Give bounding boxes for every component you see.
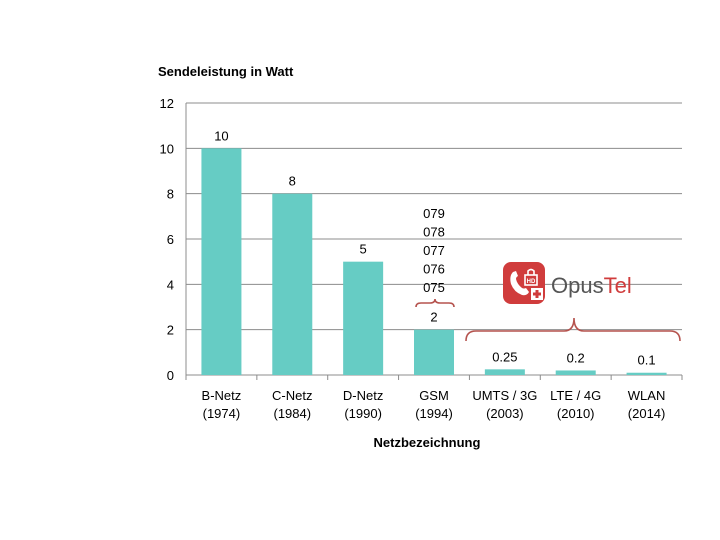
x-tick-label: (1994) xyxy=(415,406,453,421)
y-tick-label: 6 xyxy=(167,232,174,247)
gsm-annotation-number: 078 xyxy=(423,225,445,240)
bar xyxy=(484,369,525,375)
x-tick-label: (1974) xyxy=(203,406,241,421)
lock-shackle-icon xyxy=(527,268,535,275)
x-tick-label: GSM xyxy=(419,388,449,403)
low-power-brace xyxy=(465,317,681,342)
x-tick-label: (2010) xyxy=(557,406,595,421)
chart-title: Sendeleistung in Watt xyxy=(158,64,294,79)
x-axis-ticks: B-Netz (1974) C-Netz (1984) D-Netz (1990) GSM (… xyxy=(185,375,683,421)
gsm-annotation-number: 079 xyxy=(423,206,445,221)
gsm-brace xyxy=(415,298,455,308)
bar xyxy=(343,261,384,375)
logo-name-opus: Opus xyxy=(551,273,604,298)
data-label: 8 xyxy=(289,174,296,189)
x-axis-label: Netzbezeichnung xyxy=(374,435,481,450)
svg-text:OpusTel: OpusTel xyxy=(551,273,632,298)
x-tick-label: (2014) xyxy=(628,406,666,421)
y-tick-label: 0 xyxy=(167,368,174,383)
gsm-annotation-number: 077 xyxy=(423,243,445,258)
y-tick-label: 2 xyxy=(167,323,174,338)
data-label: 10 xyxy=(214,128,228,143)
y-axis-ticks: 0 2 4 6 8 10 12 xyxy=(160,96,174,383)
grid xyxy=(185,102,682,376)
data-label: 5 xyxy=(360,242,367,257)
y-tick-label: 4 xyxy=(167,277,174,292)
data-label: 0.25 xyxy=(492,349,517,364)
x-tick-label: D-Netz xyxy=(343,388,383,403)
bar xyxy=(626,372,667,375)
data-label: 2 xyxy=(430,310,437,325)
bars xyxy=(201,148,667,375)
x-tick-label: WLAN xyxy=(628,388,666,403)
y-tick-label: 12 xyxy=(160,96,174,111)
bar xyxy=(555,370,596,375)
svg-text:HD: HD xyxy=(527,279,536,285)
bar xyxy=(201,148,242,375)
bar xyxy=(272,193,313,375)
x-tick-label: LTE / 4G xyxy=(550,388,601,403)
x-tick-label: B-Netz xyxy=(202,388,242,403)
x-tick-label: (1984) xyxy=(273,406,311,421)
opustel-logo: HD OpusTel xyxy=(503,262,632,304)
gsm-annotation-stack: 079 078 077 076 075 xyxy=(423,206,445,295)
logo-name-tel: Tel xyxy=(604,273,632,298)
value-labels: 10 8 5 2 0.25 0.2 0.1 xyxy=(214,128,655,367)
data-label: 0.2 xyxy=(567,350,585,365)
y-tick-label: 8 xyxy=(167,187,174,202)
bar xyxy=(414,329,454,375)
x-tick-label: (2003) xyxy=(486,406,524,421)
data-label: 0.1 xyxy=(638,353,656,368)
y-tick-label: 10 xyxy=(160,141,174,156)
x-tick-label: UMTS / 3G xyxy=(472,388,537,403)
x-tick-label: C-Netz xyxy=(272,388,312,403)
x-tick-label: (1990) xyxy=(344,406,382,421)
gsm-annotation-number: 075 xyxy=(423,280,445,295)
hd-box-icon xyxy=(524,274,538,286)
gsm-annotation-number: 076 xyxy=(423,262,445,277)
phone-icon xyxy=(510,271,529,296)
